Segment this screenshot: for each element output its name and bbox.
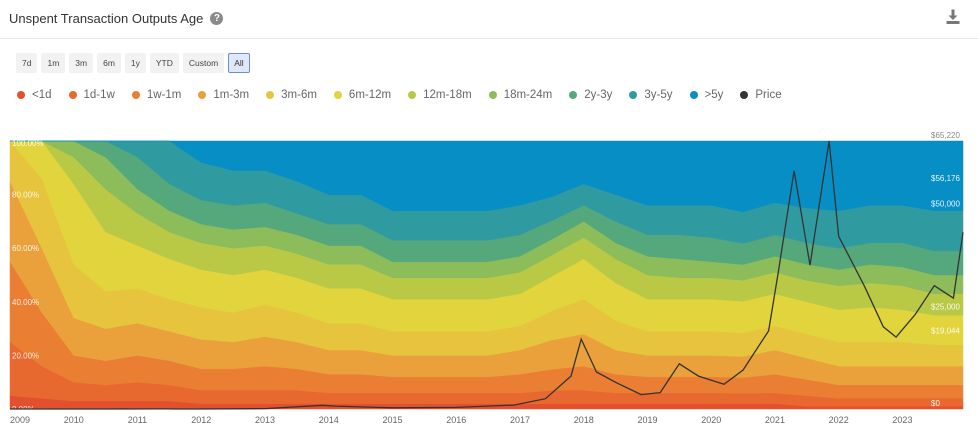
x-tick-label: 2015 bbox=[382, 415, 402, 425]
x-tick-label: 2016 bbox=[446, 415, 466, 425]
y-tick-label: 20.00% bbox=[12, 351, 39, 360]
legend-marker bbox=[629, 91, 638, 99]
chart-legend: <1d 1d-1w 1w-1m 1m-3m 3m-6m 6m-12m 12m-18m 18m-… bbox=[17, 89, 782, 101]
legend-marker bbox=[198, 91, 207, 99]
legend-marker bbox=[569, 91, 578, 99]
range-button-custom[interactable]: Custom bbox=[182, 53, 225, 73]
legend-marker bbox=[689, 91, 698, 99]
price-tick-label: $56,176 bbox=[931, 174, 960, 183]
x-tick-label: 2022 bbox=[829, 415, 849, 425]
legend-item[interactable]: 12m-18m bbox=[408, 89, 472, 101]
price-tick-label: $25,000 bbox=[931, 302, 960, 311]
legend-item[interactable]: Price bbox=[740, 89, 782, 101]
price-tick-label: $19,044 bbox=[931, 327, 960, 336]
legend-label: 1m-3m bbox=[213, 89, 250, 101]
range-button-ytd[interactable]: YTD bbox=[149, 53, 179, 73]
legend-item[interactable]: 3m-6m bbox=[266, 89, 317, 101]
range-button-all[interactable]: All bbox=[228, 53, 250, 73]
legend-marker bbox=[68, 91, 77, 99]
x-tick-label: 2014 bbox=[319, 415, 339, 425]
x-tick-label: 2023 bbox=[892, 415, 912, 425]
legend-item[interactable]: 2y-3y bbox=[569, 89, 612, 101]
y-tick-label: 60.00% bbox=[12, 244, 39, 253]
legend-label: 3m-6m bbox=[281, 89, 317, 101]
x-tick-label: 2021 bbox=[765, 415, 785, 425]
range-button-7d[interactable]: 7d bbox=[16, 53, 38, 73]
legend-item[interactable]: 6m-12m bbox=[333, 89, 392, 101]
legend-marker bbox=[266, 91, 275, 99]
price-tick-label: $0 bbox=[931, 399, 940, 408]
legend-label: >5y bbox=[704, 89, 724, 101]
header-divider bbox=[0, 38, 978, 39]
range-button-1m[interactable]: 1m bbox=[41, 53, 66, 73]
download-icon[interactable] bbox=[946, 9, 960, 25]
price-line bbox=[10, 140, 964, 410]
page-title: Unspent Transaction Outputs Age bbox=[9, 10, 204, 26]
y-tick-label: 40.00% bbox=[12, 298, 39, 307]
area-5y bbox=[10, 140, 964, 213]
legend-label: 3y-5y bbox=[644, 89, 673, 101]
range-button-1y[interactable]: 1y bbox=[124, 53, 146, 73]
legend-label: <1d bbox=[32, 89, 52, 101]
legend-label: 1d-1w bbox=[83, 89, 115, 101]
legend-label: 2y-3y bbox=[584, 89, 613, 101]
legend-item[interactable]: <1d bbox=[17, 89, 52, 101]
x-tick-label: 2009 bbox=[10, 415, 30, 425]
legend-label: 12m-18m bbox=[423, 89, 472, 101]
legend-item[interactable]: 1w-1m bbox=[131, 89, 182, 101]
legend-marker bbox=[17, 91, 25, 99]
price-tick-label: $50,000 bbox=[931, 200, 960, 209]
x-tick-label: 2018 bbox=[574, 415, 594, 425]
legend-marker bbox=[131, 91, 140, 99]
legend-marker bbox=[488, 91, 497, 99]
legend-item[interactable]: 18m-24m bbox=[488, 89, 553, 101]
chart-area: 0.00%20.00%40.00%60.00%80.00%100.00%$0$1… bbox=[9, 131, 964, 425]
y-tick-label: 100.00% bbox=[12, 139, 44, 148]
legend-label: Price bbox=[755, 89, 782, 101]
range-selector: 7d 1m 3m 6m 1y YTD Custom All bbox=[16, 53, 250, 73]
legend-label: 1w-1m bbox=[146, 89, 182, 101]
legend-marker bbox=[333, 91, 342, 99]
legend-item[interactable]: >5y bbox=[689, 89, 724, 101]
legend-marker bbox=[408, 91, 417, 99]
legend-item[interactable]: 3y-5y bbox=[629, 89, 673, 101]
range-button-3m[interactable]: 3m bbox=[69, 53, 94, 73]
x-tick-label: 2017 bbox=[510, 415, 530, 425]
chart-header: Unspent Transaction Outputs Age ? bbox=[9, 8, 224, 28]
x-tick-label: 2013 bbox=[255, 415, 275, 425]
legend-marker bbox=[740, 91, 749, 99]
legend-item[interactable]: 1d-1w bbox=[68, 89, 115, 101]
x-tick-label: 2019 bbox=[637, 415, 657, 425]
x-tick-label: 2012 bbox=[191, 415, 211, 425]
price-tick-label: $65,220 bbox=[931, 131, 960, 140]
legend-label: 18m-24m bbox=[503, 89, 553, 101]
y-tick-label: 80.00% bbox=[12, 191, 39, 200]
legend-item[interactable]: 1m-3m bbox=[198, 89, 249, 101]
x-tick-label: 2011 bbox=[128, 415, 147, 425]
range-button-6m[interactable]: 6m bbox=[97, 53, 121, 73]
legend-label: 6m-12m bbox=[348, 89, 392, 101]
x-tick-label: 2020 bbox=[701, 415, 721, 425]
x-tick-label: 2010 bbox=[64, 415, 84, 425]
question-circle-icon[interactable]: ? bbox=[210, 11, 224, 25]
stacked-areas bbox=[9, 140, 964, 410]
